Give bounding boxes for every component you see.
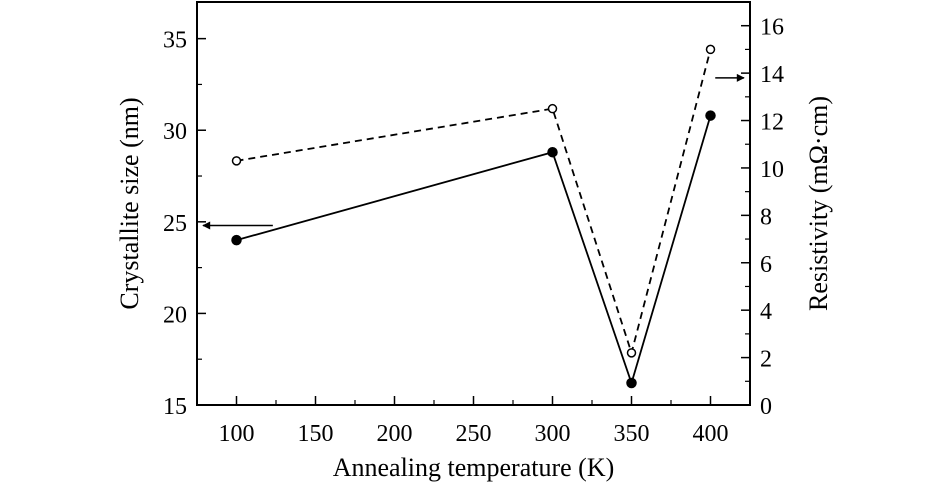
x-tick-label: 300 bbox=[535, 421, 571, 447]
y2-tick-label: 6 bbox=[760, 252, 772, 278]
series-1-point bbox=[626, 348, 637, 358]
series-0-point bbox=[705, 110, 716, 121]
y-tick-label: 30 bbox=[163, 119, 187, 145]
x-tick-label: 400 bbox=[693, 421, 729, 447]
y2-tick-label: 0 bbox=[760, 394, 772, 420]
y2-axis-title: Resistivity (mΩ·cm) bbox=[804, 96, 833, 311]
y2-tick-label: 10 bbox=[760, 157, 784, 183]
y-axis-title: Crystallite size (nm) bbox=[115, 97, 144, 309]
series-0-point bbox=[626, 377, 637, 389]
y2-tick-label: 8 bbox=[760, 204, 772, 230]
x-tick-label: 350 bbox=[614, 421, 650, 447]
series-1-line bbox=[236, 49, 712, 357]
series-1-point bbox=[705, 44, 716, 55]
series-1-point bbox=[231, 156, 242, 166]
x-tick-label: 200 bbox=[377, 421, 413, 447]
series-0-line bbox=[236, 115, 712, 386]
x-tick-label: 150 bbox=[298, 421, 334, 447]
y2-tick-label: 2 bbox=[760, 347, 772, 373]
y2-tick-label: 4 bbox=[760, 299, 772, 325]
series-1-point bbox=[547, 103, 558, 114]
x-tick-label: 100 bbox=[219, 421, 255, 447]
y-tick-label: 25 bbox=[163, 211, 187, 237]
y-tick-label: 35 bbox=[163, 28, 187, 54]
y-tick-label: 15 bbox=[163, 394, 187, 420]
series-0-point bbox=[231, 234, 242, 246]
plot-area: 100 150 200 250 300 350 4001520253035024681012… bbox=[115, 1, 833, 482]
y2-tick-label: 16 bbox=[760, 15, 784, 41]
y2-tick-label: 14 bbox=[760, 62, 784, 88]
y-tick-label: 20 bbox=[163, 302, 187, 328]
x-tick-label: 250 bbox=[456, 421, 492, 447]
series-0-point bbox=[547, 146, 558, 158]
x-axis-title: Annealing temperature (K) bbox=[333, 453, 615, 482]
plot-frame bbox=[196, 1, 751, 406]
y2-tick-label: 12 bbox=[760, 110, 784, 136]
